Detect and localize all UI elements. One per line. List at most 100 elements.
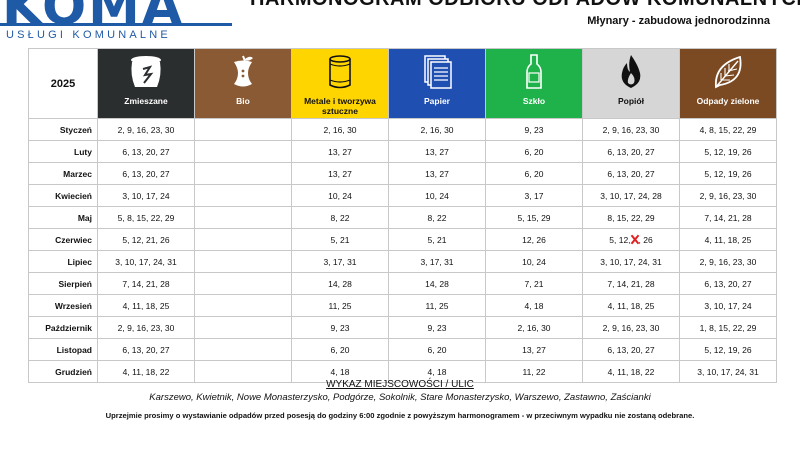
places-heading: WYKAZ MIEJSCOWOŚCI / ULIC: [326, 379, 474, 390]
date-cell: 13, 27: [388, 140, 486, 163]
logo-underline: [0, 23, 232, 26]
date-cell: [194, 250, 292, 273]
date-cell: 2, 9, 16, 23, 30: [679, 250, 777, 273]
month-cell: Kwiecień: [28, 184, 98, 207]
date-cell: 13, 27: [388, 162, 486, 185]
date-cell: 5, 12, 19, 26: [679, 162, 777, 185]
collection-notice: Uprzejmie prosimy o wystawianie odpadów …: [105, 411, 695, 420]
month-cell: Czerwiec: [28, 228, 98, 251]
table-row: Czerwiec 5, 12, 21, 26 5, 21 5, 21 12, 26 5, …: [28, 228, 777, 251]
date-cell: [194, 228, 292, 251]
date-text: , 26: [638, 234, 653, 245]
company-logo: KOMA USŁUGI KOMUNALNE: [0, 0, 245, 48]
date-cell: 7, 14, 21, 28: [97, 272, 195, 295]
date-cell: [194, 272, 292, 295]
date-cell: 9, 23: [291, 316, 389, 339]
date-cell: 5, 12, 21, 26: [97, 228, 195, 251]
table-row: Marzec 6, 13, 20, 27 13, 27 13, 27 6, 20 6, 1…: [28, 162, 777, 185]
date-cell: 13, 27: [485, 338, 583, 361]
table-row: Maj 5, 8, 15, 22, 29 8, 22 8, 22 5, 15, 29 8,…: [28, 206, 777, 229]
column-header-glass: Szkło: [485, 48, 583, 119]
table-row: Luty 6, 13, 20, 27 13, 27 13, 27 6, 20 6, 13,…: [28, 140, 777, 163]
month-cell: Maj: [28, 206, 98, 229]
month-cell: Marzec: [28, 162, 98, 185]
apple-core-icon: [234, 55, 253, 87]
logo-wordmark: KOMA: [2, 0, 185, 37]
date-cell: [194, 316, 292, 339]
date-cell: 5, 15, 29: [485, 206, 583, 229]
date-cell: 9, 23: [388, 316, 486, 339]
table-body: Styczeń 2, 9, 16, 23, 30 2, 16, 30 2, 16, 3…: [28, 118, 777, 383]
date-cell: 5, 8, 15, 22, 29: [97, 206, 195, 229]
date-cell: 2, 16, 30: [485, 316, 583, 339]
column-header-green-waste: Odpady zielone: [679, 48, 777, 119]
date-cell: 14, 28: [388, 272, 486, 295]
month-cell: Styczeń: [28, 118, 98, 141]
table-row: Styczeń 2, 9, 16, 23, 30 2, 16, 30 2, 16, 3…: [28, 118, 777, 141]
column-header-metals-plastics: Metale i tworzywa sztuczne: [291, 48, 389, 119]
date-cell: 3, 10, 17, 24, 28: [582, 184, 680, 207]
places-list: Karszewo, Kwietnik, Nowe Monasterzysko, …: [149, 392, 651, 403]
date-cell: 4, 8, 15, 22, 29: [679, 118, 777, 141]
date-cell: 4, 18: [485, 294, 583, 317]
date-cell: [194, 118, 292, 141]
date-cell: 11, 25: [388, 294, 486, 317]
date-cell: 10, 24: [291, 184, 389, 207]
collection-schedule-table: 2025 Zmieszane Bio: [28, 48, 777, 383]
column-label: Bio: [236, 96, 250, 106]
date-cell: 4, 11, 18, 25: [679, 228, 777, 251]
date-cell: 6, 13, 20, 27: [679, 272, 777, 295]
date-cell: 3, 10, 17, 24: [97, 184, 195, 207]
column-color-box: [486, 49, 582, 118]
table-row: Wrzesień 4, 11, 18, 25 11, 25 11, 25 4, 18 4,…: [28, 294, 777, 317]
date-cell: [194, 140, 292, 163]
table-row: Grudzień 4, 11, 18, 22 4, 18 4, 18 11, 22 4, …: [28, 360, 777, 383]
date-cell: 4, 11, 18, 25: [97, 294, 195, 317]
column-header-ash: Popiół: [582, 48, 680, 119]
flame-icon: [621, 55, 641, 88]
date-cell: 7, 14, 21, 28: [679, 206, 777, 229]
date-cell: 8, 15, 22, 29: [582, 206, 680, 229]
table-row: Lipiec 3, 10, 17, 24, 31 3, 17, 31 3, 17, 3…: [28, 250, 777, 273]
date-cell: 13, 27: [291, 162, 389, 185]
column-label: Papier: [424, 96, 450, 106]
paper-stack-icon: [424, 55, 452, 89]
date-cell: 3, 17, 31: [388, 250, 486, 273]
bottle-icon: [526, 54, 542, 89]
date-cell: 5, 12, 19, 26: [679, 338, 777, 361]
date-cell: 4, 11, 18, 22: [582, 360, 680, 383]
column-header-paper: Papier: [388, 48, 486, 119]
date-cell: 6, 20: [291, 338, 389, 361]
table-row: Listopad 6, 13, 20, 27 6, 20 6, 20 13, 27 6, …: [28, 338, 777, 361]
date-cell: 6, 20: [388, 338, 486, 361]
date-cell: 2, 16, 30: [291, 118, 389, 141]
date-cell: 2, 9, 16, 23, 30: [582, 316, 680, 339]
date-cell: [194, 338, 292, 361]
cross-out-icon: [631, 235, 639, 244]
date-cell: 2, 9, 16, 23, 30: [679, 184, 777, 207]
date-text: 5, 12,: [609, 234, 631, 245]
date-cell: 5, 21: [388, 228, 486, 251]
date-cell: 5, 12, 19, 26: [679, 140, 777, 163]
date-cell: 9, 23: [485, 118, 583, 141]
date-cell: 7, 21: [485, 272, 583, 295]
date-cell: [194, 206, 292, 229]
date-cell: 6, 13, 20, 27: [97, 162, 195, 185]
date-cell: 3, 10, 17, 24: [679, 294, 777, 317]
date-cell: 3, 10, 17, 24, 31: [679, 360, 777, 383]
date-cell: 3, 10, 17, 24, 31: [582, 250, 680, 273]
trash-bin-icon: [131, 56, 161, 87]
month-cell: Luty: [28, 140, 98, 163]
date-cell: 12, 26: [485, 228, 583, 251]
date-cell: 6, 13, 20, 27: [582, 338, 680, 361]
date-cell: 6, 13, 20, 27: [582, 140, 680, 163]
date-cell: 5, 21: [291, 228, 389, 251]
year-cell: 2025: [28, 48, 98, 119]
date-cell: 2, 16, 30: [388, 118, 486, 141]
document-subtitle: Młynary - zabudowa jednorodzinna: [587, 15, 770, 27]
date-cell: 4, 11, 18, 25: [582, 294, 680, 317]
column-header-mixed: Zmieszane: [97, 48, 195, 119]
date-cell: [194, 184, 292, 207]
date-cell: 13, 27: [291, 140, 389, 163]
date-cell: 7, 14, 21, 28: [582, 272, 680, 295]
